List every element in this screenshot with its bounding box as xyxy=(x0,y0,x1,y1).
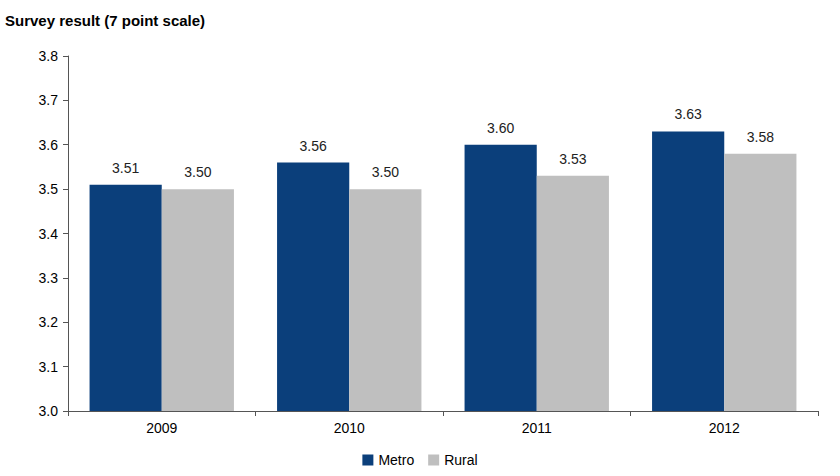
svg-text:2011: 2011 xyxy=(522,420,552,436)
svg-text:3.63: 3.63 xyxy=(675,106,702,122)
svg-text:3.0: 3.0 xyxy=(39,403,59,419)
svg-text:Rural: Rural xyxy=(444,452,477,468)
svg-text:Survey result (7 point scale): Survey result (7 point scale) xyxy=(5,12,205,29)
svg-text:3.50: 3.50 xyxy=(184,164,211,180)
svg-text:3.4: 3.4 xyxy=(39,226,59,242)
svg-text:2012: 2012 xyxy=(709,420,740,436)
svg-text:3.56: 3.56 xyxy=(300,138,327,154)
svg-text:3.2: 3.2 xyxy=(39,314,59,330)
svg-text:3.8: 3.8 xyxy=(39,48,59,64)
svg-text:Metro: Metro xyxy=(378,452,414,468)
svg-text:3.58: 3.58 xyxy=(747,129,774,145)
svg-text:3.50: 3.50 xyxy=(372,164,399,180)
svg-text:2009: 2009 xyxy=(146,420,177,436)
svg-text:3.5: 3.5 xyxy=(39,181,59,197)
svg-text:3.1: 3.1 xyxy=(39,359,59,375)
svg-text:3.3: 3.3 xyxy=(39,270,59,286)
svg-text:3.53: 3.53 xyxy=(559,151,586,167)
svg-text:2010: 2010 xyxy=(334,420,365,436)
svg-text:3.51: 3.51 xyxy=(112,160,139,176)
svg-text:3.60: 3.60 xyxy=(487,120,514,136)
svg-text:3.7: 3.7 xyxy=(39,92,59,108)
svg-text:3.6: 3.6 xyxy=(39,137,59,153)
